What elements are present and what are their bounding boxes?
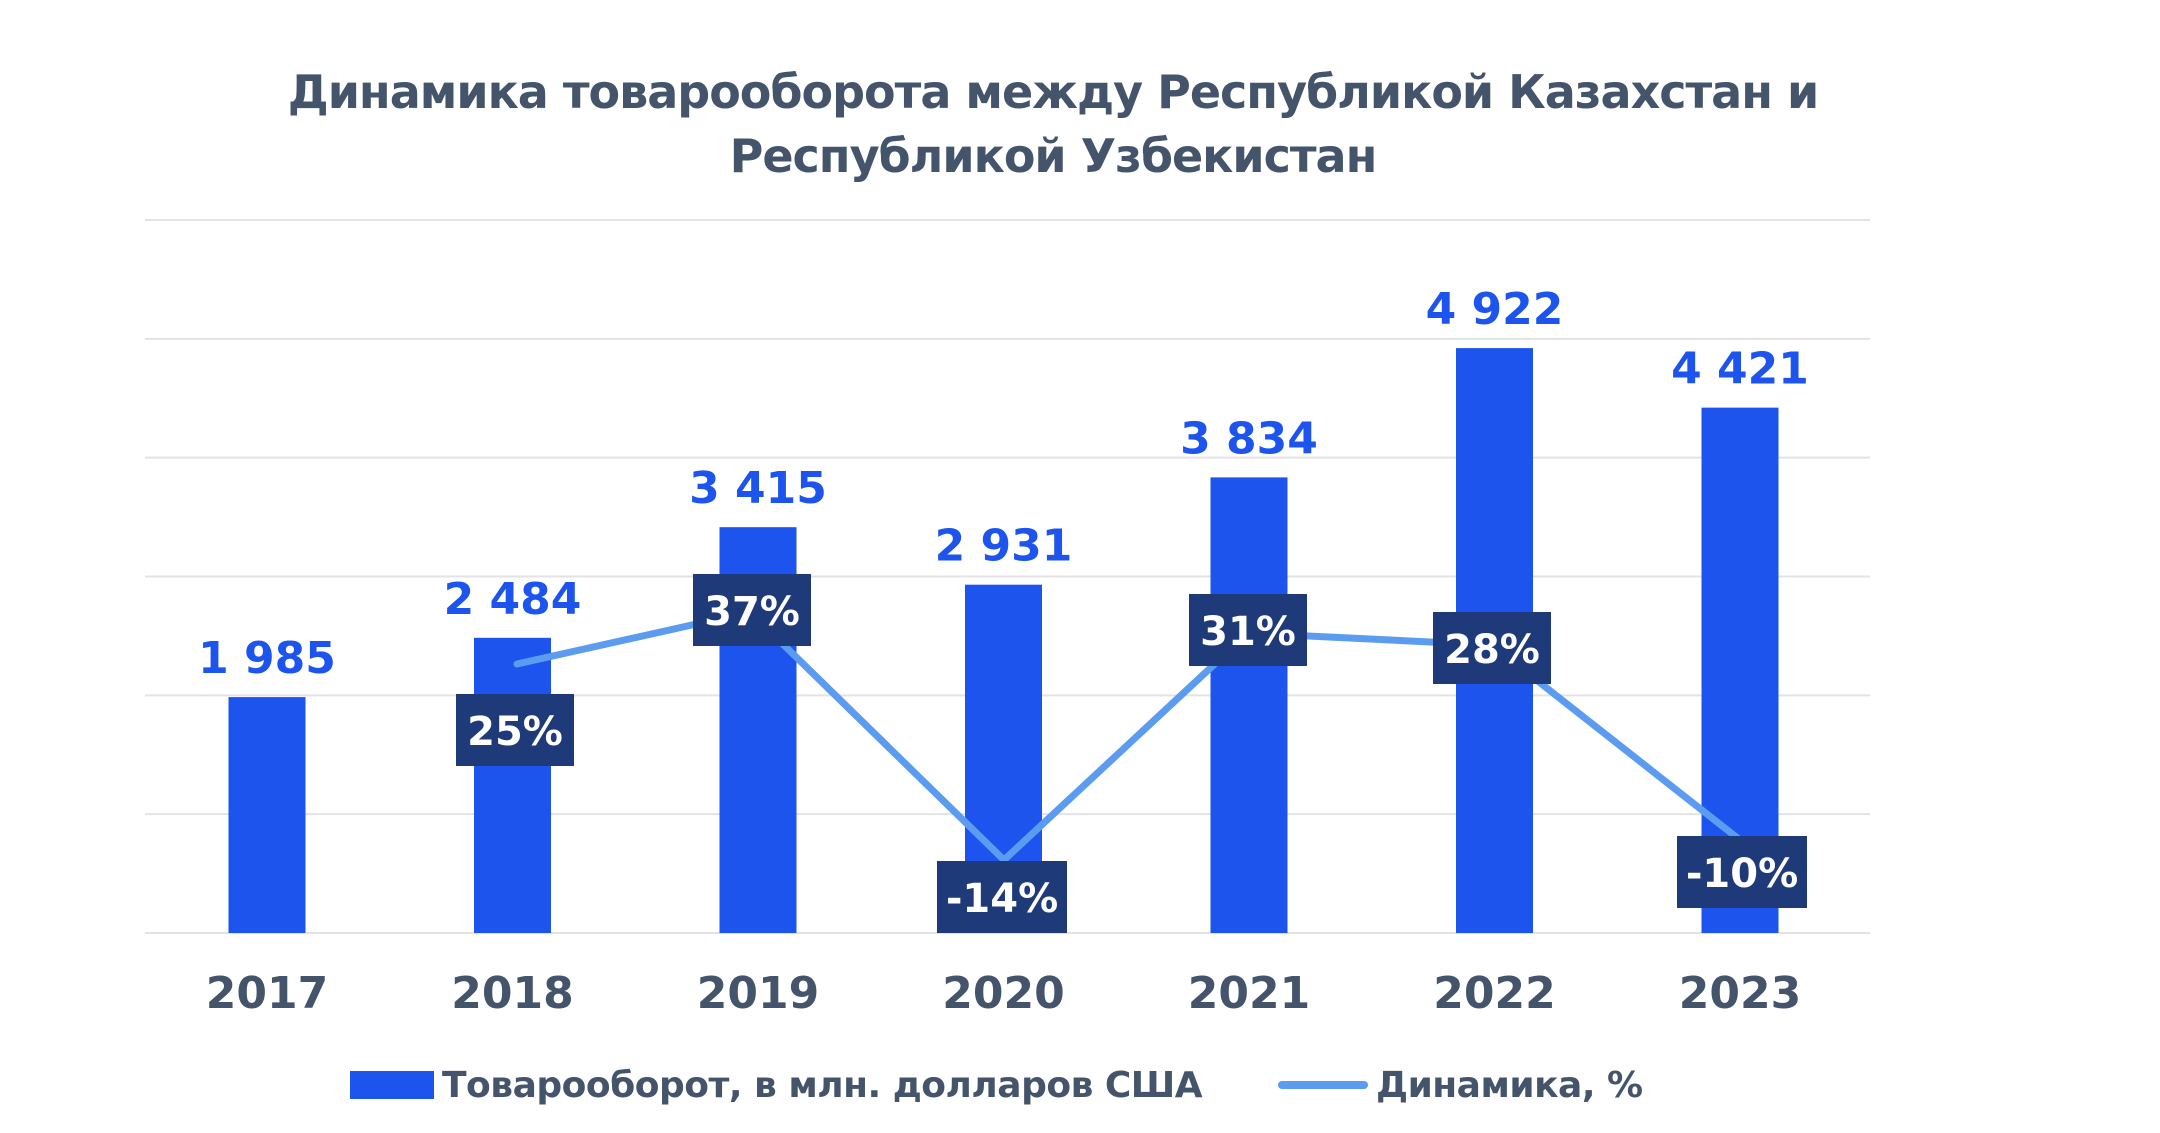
- line-value-badges: 25% 37% -14% 31% 28% -10%: [456, 574, 1807, 933]
- line-value-badge: -14%: [937, 861, 1067, 933]
- badge-box: [1433, 612, 1551, 684]
- line-value-label: 28%: [1444, 627, 1540, 673]
- bar-value-labels: 1 985 2 484 3 415 2 931 3 834 4 922 4 421: [198, 284, 1809, 684]
- legend-line-swatch: [1278, 1081, 1368, 1089]
- x-tick-label: 2020: [942, 968, 1064, 1019]
- legend-bar-label: Товарооборот, в млн. долларов США: [442, 1064, 1203, 1106]
- legend-item-bar[interactable]: Товарооборот, в млн. долларов США: [350, 1060, 1203, 1110]
- line-value-badge: 28%: [1433, 612, 1551, 684]
- bar: [1210, 477, 1288, 933]
- badge-box: [693, 574, 811, 646]
- badge-box: [1677, 836, 1807, 908]
- badge-box: [937, 861, 1067, 933]
- bar-value-label: 3 834: [1180, 413, 1318, 464]
- x-tick-label: 2017: [206, 968, 328, 1019]
- legend-bar-swatch: [350, 1071, 434, 1099]
- line-value-label: -14%: [946, 876, 1058, 922]
- badge-box: [456, 694, 574, 766]
- line-value-badge: 31%: [1189, 594, 1307, 666]
- x-axis: 2017 2018 2019 2020 2021 2022 2023: [206, 968, 1801, 1019]
- legend-line-label: Динамика, %: [1376, 1064, 1643, 1106]
- line-value-badge: 37%: [693, 574, 811, 646]
- line-value-badge: 25%: [456, 694, 574, 766]
- chart-title-line-2: Республикой Узбекистан: [729, 129, 1378, 183]
- bar-value-label: 2 931: [935, 521, 1073, 572]
- line-value-label: -10%: [1686, 851, 1798, 897]
- bar-value-label: 1 985: [198, 633, 336, 684]
- legend-item-line[interactable]: Динамика, %: [1278, 1060, 1643, 1110]
- bar-value-label: 2 484: [444, 574, 582, 625]
- bar-value-label: 4 421: [1671, 344, 1809, 395]
- x-tick-label: 2019: [697, 968, 819, 1019]
- line-series: [513, 608, 1744, 864]
- x-tick-label: 2018: [451, 968, 573, 1019]
- chart-title-line-1: Динамика товарооборота между Республикой…: [287, 65, 1820, 119]
- bar-value-label: 3 415: [689, 463, 827, 514]
- chart-title: Динамика товарооборота между Республикой…: [0, 60, 2106, 188]
- bar-value-label: 4 922: [1426, 284, 1564, 335]
- x-tick-label: 2022: [1433, 968, 1555, 1019]
- badge-box: [1189, 594, 1307, 666]
- line-path: [513, 608, 1744, 864]
- line-value-label: 31%: [1200, 609, 1296, 655]
- line-value-label: 37%: [704, 589, 800, 635]
- x-tick-label: 2021: [1188, 968, 1310, 1019]
- x-tick-label: 2023: [1679, 968, 1801, 1019]
- bar: [228, 697, 306, 933]
- line-value-badge: -10%: [1677, 836, 1807, 908]
- line-value-label: 25%: [467, 709, 563, 755]
- bar: [474, 637, 551, 933]
